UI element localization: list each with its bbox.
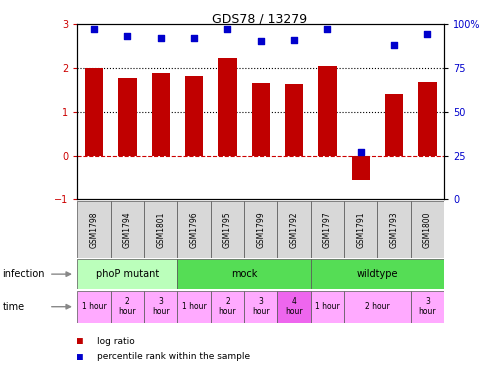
Bar [418, 82, 437, 156]
Bar [311, 201, 344, 258]
Bar [277, 201, 311, 258]
Text: GDS78 / 13279: GDS78 / 13279 [212, 13, 307, 26]
Text: GSM1797: GSM1797 [323, 211, 332, 248]
Text: GSM1800: GSM1800 [423, 212, 432, 248]
Point [90, 26, 98, 32]
Point [256, 38, 264, 44]
Text: phoP mutant: phoP mutant [96, 269, 159, 279]
Text: 2
hour: 2 hour [119, 297, 136, 317]
Text: 1 hour: 1 hour [315, 302, 340, 311]
Bar [144, 291, 177, 323]
Point [290, 37, 298, 42]
Bar [377, 201, 411, 258]
Text: GSM1792: GSM1792 [289, 212, 298, 248]
Bar [311, 259, 444, 289]
Text: GSM1799: GSM1799 [256, 211, 265, 248]
Bar [344, 291, 411, 323]
Bar [211, 201, 244, 258]
Bar [77, 201, 111, 258]
Point [390, 42, 398, 48]
Bar [244, 201, 277, 258]
Bar [111, 291, 144, 323]
Text: log ratio: log ratio [97, 337, 135, 346]
Text: 3
hour: 3 hour [152, 297, 170, 317]
Text: infection: infection [2, 269, 45, 279]
Text: ■: ■ [77, 336, 83, 346]
Bar [318, 66, 337, 156]
Point [224, 26, 232, 32]
Text: ■: ■ [77, 352, 83, 362]
Point [190, 35, 198, 41]
Bar [344, 201, 377, 258]
Bar [118, 78, 137, 156]
Text: 3
hour: 3 hour [419, 297, 436, 317]
Text: 3
hour: 3 hour [252, 297, 269, 317]
Text: mock: mock [231, 269, 257, 279]
Bar [411, 201, 444, 258]
Bar [85, 68, 103, 156]
Bar [244, 291, 277, 323]
Bar [177, 259, 311, 289]
Bar [77, 259, 177, 289]
Text: 4
hour: 4 hour [285, 297, 303, 317]
Point [157, 35, 165, 41]
Text: GSM1796: GSM1796 [190, 211, 199, 248]
Text: GSM1801: GSM1801 [156, 212, 165, 248]
Bar [277, 291, 311, 323]
Bar [385, 94, 403, 156]
Bar [77, 291, 111, 323]
Bar [177, 201, 211, 258]
Bar [211, 291, 244, 323]
Text: time: time [2, 302, 24, 312]
Bar [152, 73, 170, 156]
Text: 2
hour: 2 hour [219, 297, 236, 317]
Text: GSM1795: GSM1795 [223, 211, 232, 248]
Text: 2 hour: 2 hour [365, 302, 390, 311]
Text: 1 hour: 1 hour [182, 302, 207, 311]
Point [424, 31, 432, 37]
Text: GSM1794: GSM1794 [123, 211, 132, 248]
Bar [411, 291, 444, 323]
Text: 1 hour: 1 hour [82, 302, 106, 311]
Bar [251, 83, 270, 156]
Text: GSM1791: GSM1791 [356, 212, 365, 248]
Bar [311, 291, 344, 323]
Text: wildtype: wildtype [357, 269, 398, 279]
Point [357, 149, 365, 155]
Point [323, 26, 331, 32]
Text: percentile rank within the sample: percentile rank within the sample [97, 352, 250, 361]
Text: GSM1798: GSM1798 [89, 212, 98, 248]
Bar [218, 58, 237, 156]
Bar [285, 85, 303, 156]
Bar [144, 201, 177, 258]
Bar [111, 201, 144, 258]
Bar [185, 76, 203, 156]
Text: GSM1793: GSM1793 [390, 211, 399, 248]
Bar [352, 156, 370, 180]
Point [123, 33, 131, 39]
Bar [177, 291, 211, 323]
